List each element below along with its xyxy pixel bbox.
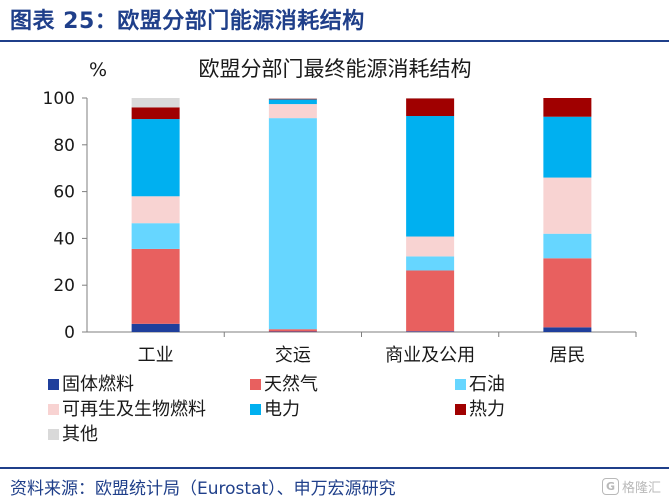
bar-segment: [268, 98, 317, 100]
bar-segment: [131, 248, 180, 324]
x-tick-label: 交运: [275, 345, 311, 366]
legend-swatch: [455, 404, 466, 415]
bar-segment: [406, 236, 455, 257]
y-tick-label: 0: [64, 323, 75, 343]
top-rule: [0, 40, 669, 42]
gelonghui-logo-icon: G: [601, 478, 619, 495]
bar-segment: [131, 196, 180, 224]
bottom-rule: [0, 467, 669, 469]
bar-segment: [131, 223, 180, 249]
bar-segment: [131, 323, 180, 332]
bar-segment: [543, 98, 592, 117]
bar-segment: [406, 270, 455, 332]
legend-label: 可再生及生物燃料: [62, 399, 206, 420]
bar-segment: [543, 258, 592, 328]
figure-title: 图表 25：欧盟分部门能源消耗结构: [10, 9, 365, 34]
y-tick-label: 100: [43, 89, 75, 109]
watermark-text: 格隆汇: [621, 481, 661, 496]
x-tick-label: 居民: [549, 345, 585, 366]
bar-segment: [268, 104, 317, 119]
y-tick-label: 60: [53, 183, 75, 203]
legend-label: 热力: [469, 399, 505, 420]
y-tick-label: 80: [53, 136, 75, 156]
bar-segment: [406, 98, 455, 117]
legend-swatch: [250, 379, 261, 390]
bar-segment: [543, 116, 592, 178]
bar-segment: [268, 99, 317, 105]
bar-segment: [131, 107, 180, 120]
legend-label: 天然气: [264, 374, 318, 395]
legend-swatch: [250, 404, 261, 415]
chart-title: 欧盟分部门最终能源消耗结构: [199, 57, 472, 81]
bar-segment: [268, 118, 317, 330]
legend-swatch: [455, 379, 466, 390]
bar-segment: [268, 329, 317, 332]
y-tick-label: 40: [53, 229, 75, 249]
bar-segment: [406, 331, 455, 332]
plot-area: 0 20 40 60 80 100 工业 交运 商业及公用 居民: [43, 89, 637, 366]
bar-segment: [543, 327, 592, 332]
y-tick-label: 20: [53, 276, 75, 296]
legend-label: 电力: [264, 399, 300, 420]
bar-segment: [131, 119, 180, 197]
legend-swatch: [48, 429, 59, 440]
watermark: G 格隆汇: [601, 477, 661, 496]
bar-segment: [543, 177, 592, 234]
bar-segment: [406, 256, 455, 271]
legend-label: 固体燃料: [62, 374, 134, 395]
legend-label: 石油: [469, 374, 505, 395]
x-tick-label: 工业: [138, 345, 174, 366]
bar-segment: [268, 98, 317, 99]
x-tick-label: 商业及公用: [385, 345, 475, 366]
bar-segment: [543, 233, 592, 259]
legend-swatch: [48, 404, 59, 415]
source-note: 资料来源：欧盟统计局（Eurostat）、申万宏源研究: [10, 479, 396, 499]
y-axis-unit: %: [89, 59, 107, 81]
legend-swatch: [48, 379, 59, 390]
legend-label: 其他: [62, 424, 98, 445]
bar-segment: [131, 98, 180, 108]
bar-segment: [406, 116, 455, 237]
